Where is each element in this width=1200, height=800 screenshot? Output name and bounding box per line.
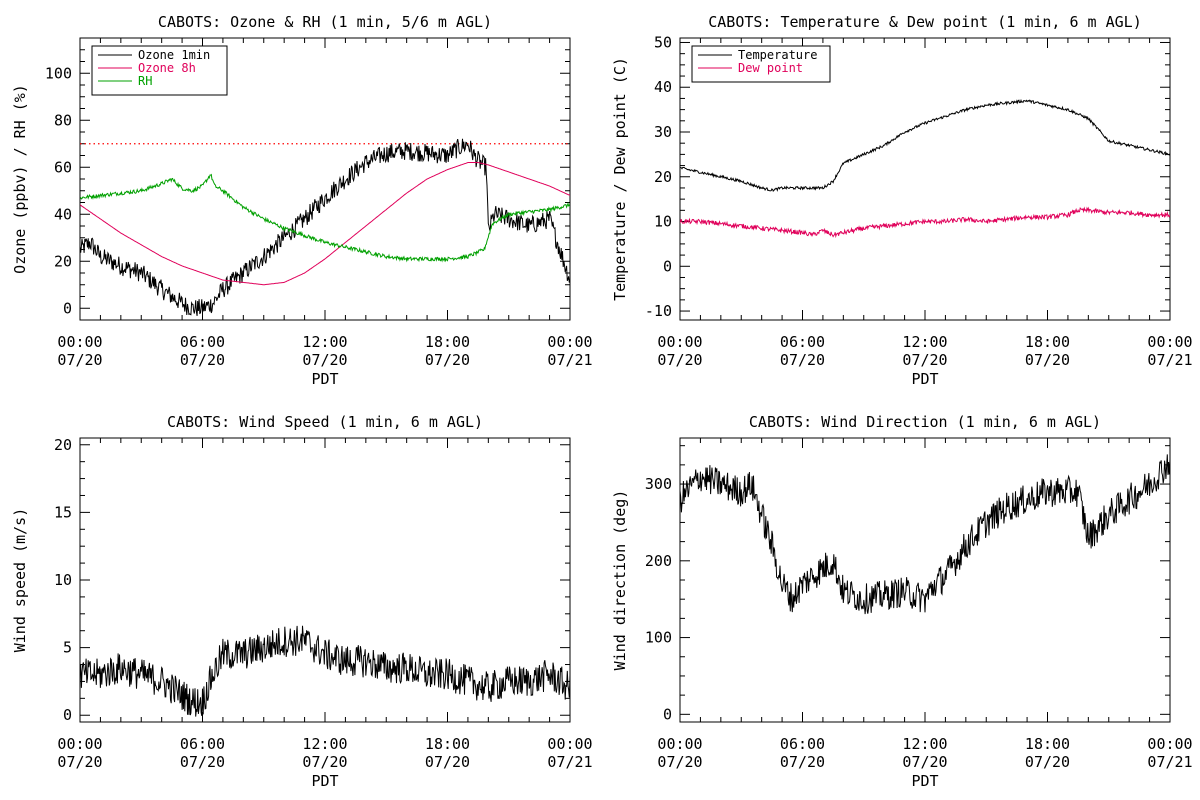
x-tick-label-time: 06:00 [180, 333, 225, 351]
x-tick-label-date: 07/20 [57, 351, 102, 369]
y-tick-label: 0 [663, 257, 672, 275]
legend-box [91, 45, 228, 96]
y-tick-label: 20 [654, 168, 672, 186]
x-tick-label-date: 07/21 [547, 351, 592, 369]
legend-label: RH [138, 74, 152, 88]
series-line-wspd-0 [80, 625, 570, 717]
x-axis-label: PDT [911, 772, 938, 790]
x-tick-label-time: 00:00 [657, 333, 702, 351]
y-tick-label: 300 [645, 475, 672, 493]
x-tick-label-time: 06:00 [780, 333, 825, 351]
x-tick-label-time: 12:00 [302, 735, 347, 753]
chart-title: CABOTS: Wind Direction (1 min, 6 m AGL) [749, 413, 1101, 431]
x-tick-label-date: 07/20 [180, 351, 225, 369]
y-tick-label: 200 [645, 552, 672, 570]
legend-label: Temperature [738, 48, 817, 62]
y-tick-label: 10 [54, 571, 72, 589]
y-tick-label: 30 [654, 123, 672, 141]
x-tick-label-date: 07/21 [1147, 351, 1192, 369]
chart-title: CABOTS: Wind Speed (1 min, 6 m AGL) [167, 413, 483, 431]
legend-label: Ozone 8h [138, 61, 196, 75]
x-tick-label-date: 07/20 [425, 753, 470, 771]
x-tick-label-time: 18:00 [425, 333, 470, 351]
y-tick-label: -10 [645, 302, 672, 320]
series-line-ozone-0 [80, 138, 570, 316]
y-tick-label: 60 [54, 158, 72, 176]
chart-panel-ozone: CABOTS: Ozone & RH (1 min, 5/6 m AGL) 0 20… [11, 13, 593, 388]
y-tick-label: 100 [45, 64, 72, 82]
x-tick-label-time: 18:00 [425, 735, 470, 753]
series-line-ozone-2 [80, 173, 570, 263]
x-tick-label-date: 07/20 [302, 753, 347, 771]
x-tick-label-time: 00:00 [547, 735, 592, 753]
x-tick-label-time: 00:00 [547, 333, 592, 351]
y-tick-label: 0 [63, 706, 72, 724]
x-tick-label-date: 07/20 [180, 753, 225, 771]
chart-panel-wspd: CABOTS: Wind Speed (1 min, 6 m AGL) 0 5 10 1… [11, 413, 593, 790]
y-tick-label: 15 [54, 503, 72, 521]
y-tick-label: 20 [54, 436, 72, 454]
x-tick-label-date: 07/20 [302, 351, 347, 369]
x-tick-label-time: 00:00 [57, 735, 102, 753]
x-tick-label-date: 07/20 [1025, 753, 1070, 771]
chart-panel-temp: CABOTS: Temperature & Dew point (1 min, … [611, 13, 1193, 388]
x-tick-label-date: 07/20 [902, 351, 947, 369]
y-axis-label: Temperature / Dew point (C) [611, 57, 629, 301]
y-tick-label: 40 [654, 78, 672, 96]
y-tick-label: 40 [54, 205, 72, 223]
plot-area [680, 454, 1170, 615]
x-tick-label-time: 00:00 [1147, 735, 1192, 753]
x-tick-label-date: 07/20 [425, 351, 470, 369]
x-tick-label-time: 12:00 [302, 333, 347, 351]
plot-area [80, 138, 570, 316]
x-tick-label-time: 06:00 [780, 735, 825, 753]
y-tick-label: 50 [654, 33, 672, 51]
x-tick-label-date: 07/21 [1147, 753, 1192, 771]
y-axis-label: Ozone (ppbv) / RH (%) [11, 84, 29, 274]
x-axis-label: PDT [311, 370, 338, 388]
x-tick-label-time: 00:00 [1147, 333, 1192, 351]
x-tick-label-date: 07/20 [657, 753, 702, 771]
x-tick-label-date: 07/20 [780, 351, 825, 369]
y-tick-label: 80 [54, 111, 72, 129]
x-tick-label-date: 07/20 [1025, 351, 1070, 369]
y-tick-label: 20 [54, 252, 72, 270]
y-axis-label: Wind direction (deg) [611, 490, 629, 671]
x-tick-label-time: 00:00 [57, 333, 102, 351]
x-tick-label-time: 18:00 [1025, 333, 1070, 351]
series-line-temp-0 [680, 98, 1170, 192]
chart-title: CABOTS: Ozone & RH (1 min, 5/6 m AGL) [158, 13, 492, 31]
y-tick-label: 100 [645, 629, 672, 647]
x-tick-label-date: 07/20 [657, 351, 702, 369]
chart-panel-wdir: CABOTS: Wind Direction (1 min, 6 m AGL) 0… [611, 413, 1193, 790]
plot-area [80, 625, 570, 717]
legend-box [691, 45, 831, 83]
x-tick-label-time: 12:00 [902, 333, 947, 351]
x-tick-label-time: 00:00 [657, 735, 702, 753]
x-tick-label-date: 07/20 [902, 753, 947, 771]
series-line-temp-1 [680, 206, 1170, 239]
x-tick-label-date: 07/21 [547, 753, 592, 771]
series-line-ozone-1 [80, 162, 570, 286]
y-tick-label: 5 [63, 639, 72, 657]
x-tick-label-time: 06:00 [180, 735, 225, 753]
legend-label: Dew point [738, 61, 803, 75]
x-tick-label-time: 18:00 [1025, 735, 1070, 753]
series-line-wdir-0 [680, 454, 1170, 615]
y-tick-label: 0 [63, 299, 72, 317]
x-axis-label: PDT [911, 370, 938, 388]
y-axis-label: Wind speed (m/s) [11, 508, 29, 653]
x-tick-label-time: 12:00 [902, 735, 947, 753]
plot-area [680, 98, 1170, 239]
y-tick-label: 10 [654, 213, 672, 231]
x-axis-label: PDT [311, 772, 338, 790]
legend-label: Ozone 1min [138, 48, 210, 62]
x-tick-label-date: 07/20 [780, 753, 825, 771]
x-tick-label-date: 07/20 [57, 753, 102, 771]
y-tick-label: 0 [663, 705, 672, 723]
chart-title: CABOTS: Temperature & Dew point (1 min, … [708, 13, 1141, 31]
